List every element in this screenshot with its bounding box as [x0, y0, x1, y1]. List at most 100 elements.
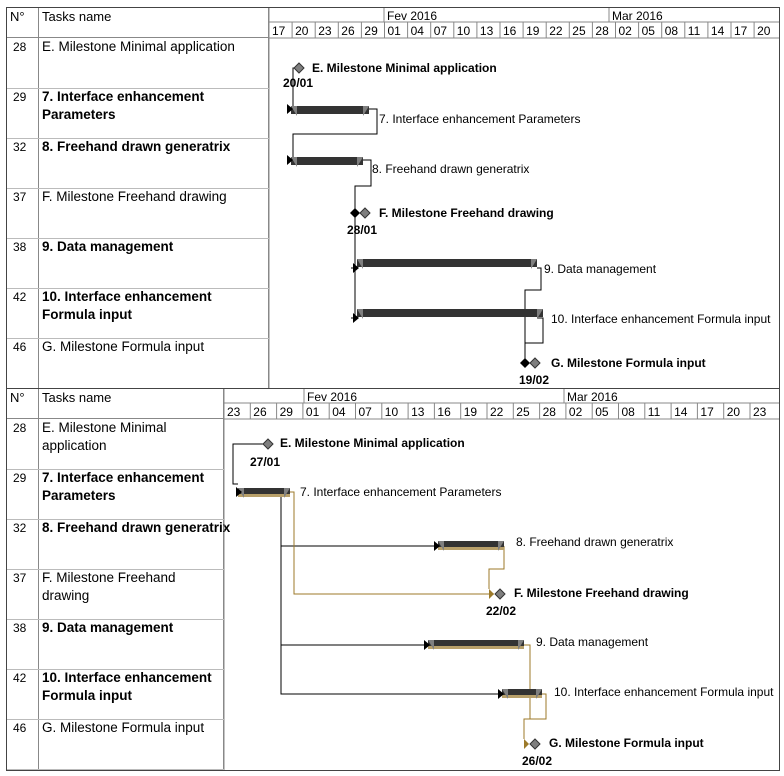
milestone-date: 27/01 — [250, 455, 280, 469]
task-name: F. Milestone Freehand drawing — [42, 570, 176, 603]
task-row[interactable]: 37 F. Milestone Freehand drawing — [7, 188, 269, 239]
day-label: 05 — [595, 405, 609, 419]
day-label: 14 — [711, 24, 725, 38]
task-name: 8. Freehand drawn generatrix — [42, 139, 231, 154]
task-row[interactable]: 37 F. Milestone Freehand drawing — [7, 569, 224, 620]
task-bar[interactable] — [287, 104, 369, 116]
task-row[interactable]: 28 E. Milestone Minimal application — [7, 419, 224, 470]
day-label: 20 — [727, 405, 741, 419]
task-number: 32 — [13, 140, 27, 154]
day-label: 04 — [411, 24, 425, 38]
milestone-date: 19/02 — [519, 373, 549, 387]
day-label: 25 — [572, 24, 586, 38]
day-label: 20 — [295, 24, 309, 38]
day-label: 11 — [688, 24, 701, 38]
day-label: 16 — [503, 24, 517, 38]
milestone-label: G. Milestone Formula input — [549, 736, 704, 750]
task-name: 9. Data management — [42, 239, 174, 254]
task-row[interactable]: 46 G. Milestone Formula input — [7, 719, 224, 770]
milestone-date: 28/01 — [347, 223, 377, 237]
day-label: 28 — [595, 24, 609, 38]
gantt-panel-top: N° Tasks name 28 E. Milestone Minimal ap… — [6, 7, 780, 389]
task-name-header: Tasks name — [39, 389, 223, 419]
day-label: 04 — [332, 405, 346, 419]
number-column: N° — [7, 8, 39, 388]
day-label: 10 — [457, 24, 471, 38]
task-number: 37 — [13, 190, 27, 204]
task-row[interactable]: 32 8. Freehand drawn generatrix — [7, 138, 269, 189]
bar-label: 9. Data management — [536, 635, 649, 649]
day-label: 02 — [569, 405, 583, 419]
day-label: 13 — [411, 405, 425, 419]
task-row[interactable]: 42 10. Interface enhancement Formula inp… — [7, 669, 224, 720]
milestone-date: 26/02 — [522, 754, 552, 768]
day-label: 07 — [434, 24, 448, 38]
task-bar[interactable] — [434, 541, 504, 551]
bar-label: 10. Interface enhancement Formula input — [551, 312, 771, 326]
bar-label: 10. Interface enhancement Formula input — [554, 685, 774, 699]
task-row[interactable]: 29 7. Interface enhancement Parameters — [7, 469, 224, 520]
milestone-diamond-icon[interactable] — [529, 738, 541, 750]
month-label: Fev 2016 — [387, 9, 437, 23]
task-number: 46 — [13, 340, 27, 354]
day-label: 02 — [619, 24, 633, 38]
task-name: G. Milestone Formula input — [42, 720, 205, 735]
day-label: 01 — [306, 405, 320, 419]
milestone-label: E. Milestone Minimal application — [312, 61, 497, 75]
task-number: 46 — [13, 721, 27, 735]
bar-label: 8. Freehand drawn generatrix — [372, 162, 529, 176]
gantt-panel-bottom: N° Tasks name 28 E. Milestone Minimal ap… — [6, 388, 780, 771]
task-row[interactable]: 38 9. Data management — [7, 619, 224, 670]
task-bar[interactable] — [236, 487, 290, 498]
task-name: 7. Interface enhancement Parameters — [42, 89, 205, 122]
day-label: 17 — [272, 24, 286, 38]
day-label: 19 — [464, 405, 478, 419]
task-bar[interactable] — [498, 689, 542, 699]
task-number: 28 — [13, 421, 27, 435]
gantt-chart-area: Fev 2016 Mar 2016 17 20 23 26 29 01 04 07 10 13 16… — [269, 8, 779, 388]
task-name: E. Milestone Minimal application — [42, 420, 167, 453]
milestone-date: 22/02 — [486, 604, 516, 618]
task-number: 42 — [13, 290, 27, 304]
day-label: 23 — [753, 405, 767, 419]
task-bar[interactable] — [424, 640, 524, 650]
task-row[interactable]: 32 8. Freehand drawn generatrix — [7, 519, 230, 570]
task-name: 9. Data management — [42, 620, 174, 635]
task-number: 32 — [13, 521, 27, 535]
day-label: 11 — [648, 405, 661, 419]
day-label: 17 — [734, 24, 748, 38]
day-label: 25 — [516, 405, 530, 419]
task-row[interactable]: 42 10. Interface enhancement Formula inp… — [7, 288, 269, 339]
task-number: 38 — [13, 240, 27, 254]
day-label: 26 — [341, 24, 355, 38]
day-label: 08 — [665, 24, 679, 38]
bar-label: 9. Data management — [544, 262, 657, 276]
bar-label: 7. Interface enhancement Parameters — [300, 485, 501, 499]
task-name-header: Tasks name — [39, 8, 268, 38]
number-header: N° — [7, 8, 38, 38]
task-row[interactable]: 38 9. Data management — [7, 238, 269, 289]
task-bar[interactable] — [353, 259, 537, 273]
task-name: 7. Interface enhancement Parameters — [42, 470, 205, 503]
milestone-diamond-icon[interactable] — [494, 588, 506, 600]
task-number: 29 — [13, 90, 27, 104]
task-bar[interactable] — [287, 155, 363, 167]
milestone-diamond-icon[interactable] — [262, 438, 274, 450]
day-label: 01 — [388, 24, 402, 38]
task-number: 38 — [13, 621, 27, 635]
month-label: Mar 2016 — [567, 390, 618, 404]
task-row[interactable]: 28 E. Milestone Minimal application — [7, 38, 269, 89]
milestone-diamond-icon[interactable] — [293, 62, 305, 74]
gantt-chart-area: Fev 2016 Mar 2016 23 26 29 01 04 07 10 13 16 19 22… — [224, 389, 779, 770]
bar-label: 8. Freehand drawn generatrix — [516, 535, 673, 549]
milestone-diamond-icon[interactable] — [359, 207, 371, 219]
day-label: 22 — [490, 405, 504, 419]
task-bar[interactable] — [353, 309, 543, 323]
task-row[interactable]: 29 7. Interface enhancement Parameters — [7, 88, 269, 139]
milestone-diamond-icon[interactable] — [529, 357, 541, 369]
task-name: 10. Interface enhancement Formula input — [42, 289, 212, 322]
day-label: 10 — [385, 405, 399, 419]
month-label: Fev 2016 — [307, 390, 357, 404]
milestone-label: G. Milestone Formula input — [551, 356, 706, 370]
task-row[interactable]: 46 G. Milestone Formula input — [7, 338, 269, 388]
